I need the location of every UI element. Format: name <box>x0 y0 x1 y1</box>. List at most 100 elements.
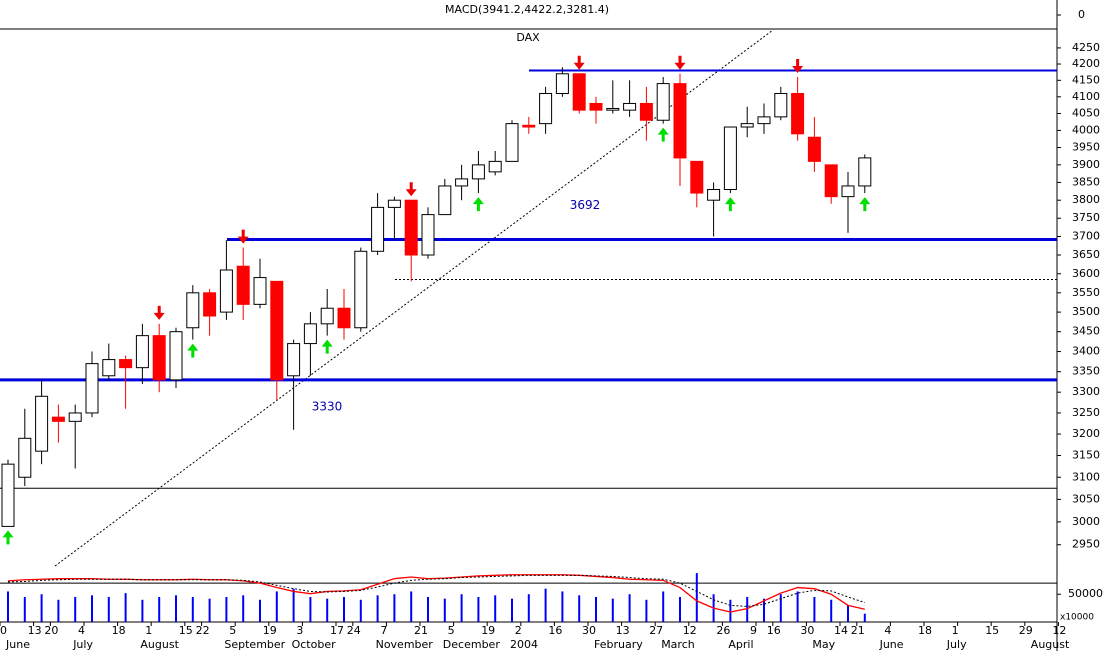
candle-body <box>1 463 15 527</box>
y-tick-label: 3250 <box>1072 406 1100 419</box>
candle-body <box>236 265 250 305</box>
y-tick-label: 3450 <box>1072 325 1100 338</box>
y-tick-label: 3900 <box>1072 158 1100 171</box>
x-tick-label: 3 <box>296 624 303 637</box>
candle-body <box>623 102 637 111</box>
buy-arrow <box>472 197 484 212</box>
candle-body <box>169 331 183 381</box>
month-label: November <box>376 638 434 651</box>
y-tick-label: 4100 <box>1072 90 1100 103</box>
candle-body <box>287 343 301 377</box>
candle-body <box>572 73 586 111</box>
x-tick-label: 4 <box>78 624 85 637</box>
candle-body <box>858 157 872 187</box>
x-tick-label: 27 <box>649 624 663 637</box>
candle-body <box>152 335 166 381</box>
sell-arrow <box>405 182 417 197</box>
x-tick-label: 18 <box>112 624 126 637</box>
x-tick-label: 29 <box>1019 624 1033 637</box>
candle-body <box>35 395 49 452</box>
sell-arrow <box>674 55 686 70</box>
candle-body <box>253 277 267 305</box>
sell-arrow <box>237 229 249 244</box>
candle-body <box>135 335 149 369</box>
x-tick-label: 17 <box>330 624 344 637</box>
y-tick-label: 3650 <box>1072 248 1100 261</box>
candle-body <box>824 164 838 198</box>
month-label: July <box>946 638 967 651</box>
sell-arrow <box>153 305 165 320</box>
candle-body <box>438 185 452 216</box>
x-tick-label: 13 <box>28 624 42 637</box>
y-tick-label: 4050 <box>1072 107 1100 120</box>
y-tick-label: 4250 <box>1072 41 1100 54</box>
y-tick-label: 4000 <box>1072 123 1100 136</box>
candle-body <box>337 307 351 329</box>
candle-body <box>656 83 670 121</box>
y-tick-label: 3500 <box>1072 305 1100 318</box>
candle-body <box>354 250 368 329</box>
candle-body <box>102 359 116 377</box>
y-tick-label: 3600 <box>1072 267 1100 280</box>
month-label: June <box>5 638 30 651</box>
candle-body <box>404 199 418 256</box>
x-tick-label: 19 <box>481 624 495 637</box>
x-tick-label: 15 <box>179 624 193 637</box>
candle-body <box>320 307 334 325</box>
indicator-line <box>7 574 865 607</box>
candle-body <box>639 102 653 121</box>
candle-body <box>119 359 133 369</box>
candle-body <box>387 199 401 208</box>
candle-body <box>455 178 469 187</box>
x-tick-label: 12 <box>1052 624 1066 637</box>
month-label: May <box>812 638 835 651</box>
y-tick-label: 3550 <box>1072 286 1100 299</box>
month-label: December <box>443 638 501 651</box>
y-tick-label: 2950 <box>1072 538 1100 551</box>
sell-arrow <box>792 59 804 74</box>
x-tick-label: 30 <box>800 624 814 637</box>
y-tick-label: 3800 <box>1072 193 1100 206</box>
candle-body <box>589 102 603 111</box>
candle-body <box>555 73 569 94</box>
month-label: 2004 <box>510 638 538 651</box>
candle-body <box>841 185 855 198</box>
y-tick-label: 3100 <box>1072 470 1100 483</box>
candle-body <box>757 116 771 125</box>
month-label: July <box>72 638 93 651</box>
y-tick-label: 3750 <box>1072 211 1100 224</box>
candle-body <box>505 123 519 162</box>
x-tick-label: 4 <box>884 624 891 637</box>
month-label: March <box>661 638 695 651</box>
candle-body <box>539 92 553 125</box>
sell-arrow <box>573 55 585 70</box>
y-tick-label: 3200 <box>1072 427 1100 440</box>
candle-body <box>186 292 200 329</box>
y-tick-label: 50000 <box>1068 587 1103 600</box>
candle-body <box>68 412 82 422</box>
x-tick-label: 0 <box>0 624 7 637</box>
y-tick-label: 3050 <box>1072 492 1100 505</box>
x-tick-label: 26 <box>716 624 730 637</box>
candle-body <box>791 92 805 135</box>
month-label: February <box>594 638 643 651</box>
candle-body <box>774 92 788 118</box>
candle-body <box>471 164 485 180</box>
x-tick-label: 1 <box>952 624 959 637</box>
buy-arrow <box>724 197 736 212</box>
candle-body <box>371 206 385 252</box>
x-tick-label: 24 <box>347 624 361 637</box>
month-label: August <box>1031 638 1070 651</box>
candle-body <box>807 136 821 162</box>
indicator-line <box>7 574 865 613</box>
candle-body <box>421 214 435 256</box>
x-tick-label: 1 <box>145 624 152 637</box>
x-tick-label: 15 <box>985 624 999 637</box>
x-tick-label: 19 <box>263 624 277 637</box>
candle-body <box>488 160 502 173</box>
level-label: 3330 <box>312 399 343 413</box>
x-tick-label: 30 <box>582 624 596 637</box>
chart-title: DAX <box>516 31 540 44</box>
candle-body <box>18 437 32 478</box>
